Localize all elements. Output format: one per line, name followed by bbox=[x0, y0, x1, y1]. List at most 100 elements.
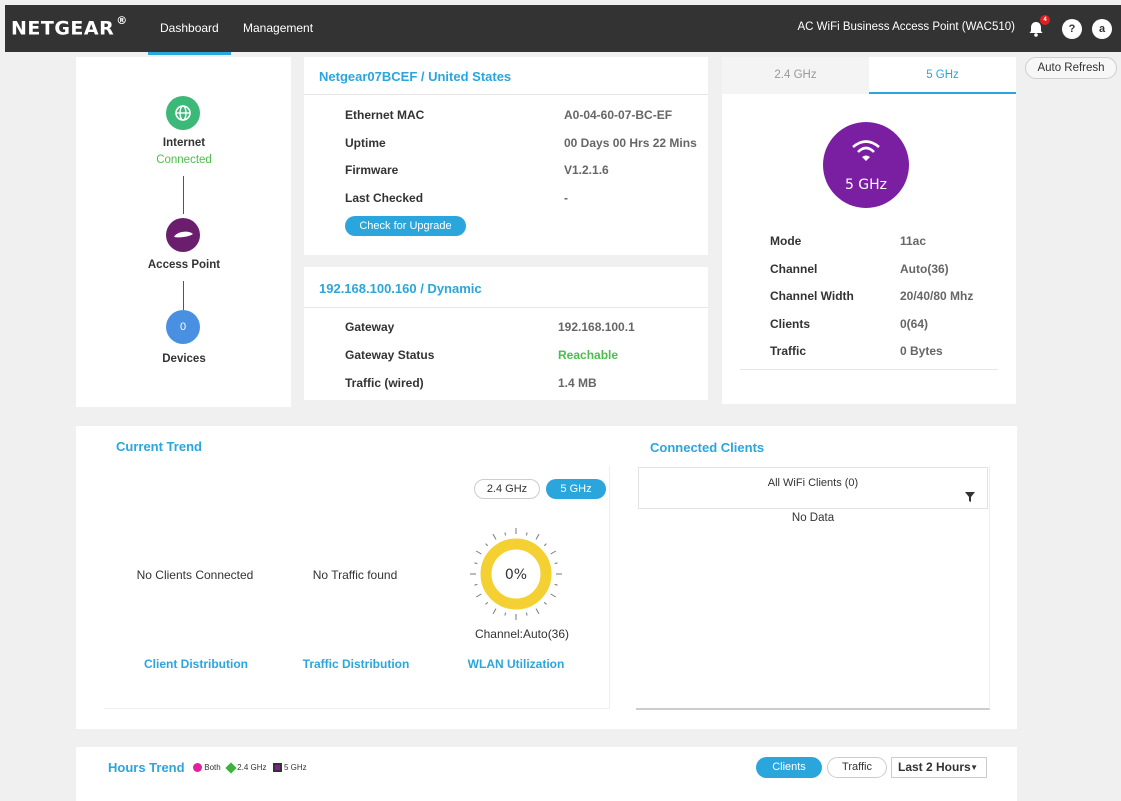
gauge-tick bbox=[475, 550, 482, 555]
internet-globe-icon[interactable] bbox=[166, 96, 200, 130]
legend-2-4-ghz-label: 2.4 GHz bbox=[237, 763, 267, 772]
ethernet-mac-value: A0-04-60-07-BC-EF bbox=[564, 108, 673, 122]
legend-2-4-ghz-swatch bbox=[225, 762, 237, 774]
channel-width-value: 20/40/80 Mhz bbox=[900, 289, 974, 303]
user-avatar[interactable]: a bbox=[1092, 19, 1112, 39]
time-range-select[interactable]: Last 2 Hours ▼ bbox=[891, 757, 987, 778]
gauge-tick bbox=[543, 543, 547, 547]
gauge-tick bbox=[550, 550, 557, 555]
gauge-tick bbox=[475, 593, 482, 598]
gauge-tick bbox=[474, 562, 478, 565]
top-navigation-bar: NETGEAR ® Dashboard Management AC WiFi Bu… bbox=[5, 5, 1121, 55]
chevron-down-icon: ▼ bbox=[970, 763, 978, 772]
gauge-tick bbox=[474, 583, 478, 586]
client-distribution-link[interactable]: Client Distribution bbox=[144, 657, 248, 671]
help-icon[interactable]: ? bbox=[1062, 19, 1082, 39]
hours-clients-toggle[interactable]: Clients bbox=[756, 757, 822, 778]
network-card: 192.168.100.160 / Dynamic bbox=[304, 267, 708, 400]
gauge-tick bbox=[492, 608, 497, 615]
notification-bell-icon[interactable]: 4 bbox=[1026, 15, 1050, 39]
gauge-tick bbox=[504, 612, 507, 616]
clients-filter-label: All WiFi Clients (0) bbox=[767, 477, 859, 489]
clients-filter-header[interactable]: All WiFi Clients (0) bbox=[638, 467, 988, 509]
mode-label: Mode bbox=[770, 234, 802, 248]
tab-2-4-ghz[interactable]: 2.4 GHz bbox=[774, 69, 817, 81]
gateway-label: Gateway bbox=[345, 320, 395, 334]
auto-refresh-button[interactable]: Auto Refresh bbox=[1025, 57, 1117, 79]
card-divider bbox=[304, 307, 708, 308]
firmware-value: V1.2.1.6 bbox=[564, 163, 609, 177]
last-checked-label: Last Checked bbox=[345, 191, 424, 205]
system-info-title: Netgear07BCEF / United States bbox=[319, 69, 512, 84]
gateway-status-label: Gateway Status bbox=[345, 348, 435, 362]
traffic-label: Traffic bbox=[770, 344, 807, 358]
gauge-tick bbox=[543, 601, 547, 605]
gauge-tick bbox=[554, 583, 558, 586]
channel-text: Channel:Auto(36) bbox=[474, 627, 570, 641]
access-point-icon[interactable] bbox=[166, 218, 200, 252]
gateway-value: 192.168.100.1 bbox=[558, 320, 635, 334]
hours-traffic-toggle[interactable]: Traffic bbox=[827, 757, 887, 778]
no-data-text: No Data bbox=[791, 512, 835, 524]
gauge-tick bbox=[504, 532, 507, 536]
hours-trend-title: Hours Trend bbox=[108, 760, 185, 775]
internet-status: Connected bbox=[156, 154, 212, 166]
traffic-wired-value: 1.4 MB bbox=[558, 376, 597, 390]
trend-2-4-ghz-toggle[interactable]: 2.4 GHz bbox=[474, 479, 540, 499]
uptime-label: Uptime bbox=[345, 136, 386, 150]
check-for-upgrade-button[interactable]: Check for Upgrade bbox=[345, 216, 466, 236]
current-trend-title: Current Trend bbox=[116, 439, 202, 454]
trend-5-ghz-toggle[interactable]: 5 GHz bbox=[546, 479, 606, 499]
internet-label: Internet bbox=[162, 137, 206, 149]
current-trend-panel bbox=[104, 466, 610, 709]
clients-value: 0(64) bbox=[900, 317, 929, 331]
traffic-distribution-link[interactable]: Traffic Distribution bbox=[302, 657, 410, 671]
gauge-tick bbox=[525, 612, 528, 616]
band-label: 5 GHz bbox=[844, 177, 888, 193]
radio-info-panel bbox=[740, 110, 998, 370]
clients-label: Clients bbox=[770, 317, 811, 331]
band-circle: 5 GHz bbox=[823, 122, 909, 208]
wlan-utilization-gauge: 0% bbox=[470, 528, 562, 620]
topology-connector bbox=[183, 176, 184, 214]
legend-both-label: Both bbox=[204, 763, 221, 772]
connected-clients-panel bbox=[636, 466, 990, 710]
hours-trend-legend: Both 2.4 GHz 5 GHz bbox=[193, 762, 307, 774]
gateway-status-value: Reachable bbox=[558, 348, 619, 362]
last-checked-value: - bbox=[564, 191, 568, 205]
gauge-tick bbox=[492, 533, 497, 540]
card-divider bbox=[304, 94, 708, 95]
devices-count-node[interactable]: 0 bbox=[166, 310, 200, 344]
wlan-utilization-link[interactable]: WLAN Utilization bbox=[467, 657, 565, 671]
gauge-tick bbox=[525, 532, 528, 536]
tab-dashboard[interactable]: Dashboard bbox=[148, 21, 231, 55]
access-point-label: Access Point bbox=[147, 259, 221, 271]
no-traffic-text: No Traffic found bbox=[312, 568, 398, 582]
ethernet-mac-label: Ethernet MAC bbox=[345, 108, 425, 122]
channel-width-label: Channel Width bbox=[770, 289, 854, 303]
tab-management[interactable]: Management bbox=[243, 21, 314, 35]
network-title: 192.168.100.160 / Dynamic bbox=[319, 281, 482, 296]
traffic-wired-label: Traffic (wired) bbox=[345, 376, 424, 390]
gauge-tick bbox=[535, 533, 540, 540]
channel-value: Auto(36) bbox=[900, 262, 949, 276]
wifi-icon bbox=[852, 140, 880, 161]
product-name: AC WiFi Business Access Point (WAC510) bbox=[797, 21, 1016, 33]
legend-5-ghz-label: 5 GHz bbox=[283, 763, 307, 772]
no-clients-text: No Clients Connected bbox=[136, 568, 254, 582]
mode-value: 11ac bbox=[900, 234, 927, 248]
gauge-ring bbox=[480, 538, 552, 610]
legend-5-ghz-swatch bbox=[272, 763, 282, 773]
utilization-value: 0% bbox=[505, 567, 527, 583]
uptime-value: 00 Days 00 Hrs 22 Mins bbox=[564, 136, 697, 150]
legend-both-swatch bbox=[193, 763, 202, 773]
tab-5-ghz[interactable]: 5 GHz bbox=[869, 57, 1016, 94]
gauge-tick bbox=[535, 608, 540, 615]
gauge-tick bbox=[485, 543, 489, 547]
notification-count-badge: 4 bbox=[1040, 15, 1050, 25]
gauge-tick bbox=[554, 562, 558, 565]
netgear-logo[interactable]: NETGEAR ® bbox=[11, 14, 128, 40]
filter-icon[interactable] bbox=[965, 492, 975, 502]
traffic-value: 0 Bytes bbox=[900, 344, 943, 358]
connected-clients-title: Connected Clients bbox=[650, 440, 765, 455]
